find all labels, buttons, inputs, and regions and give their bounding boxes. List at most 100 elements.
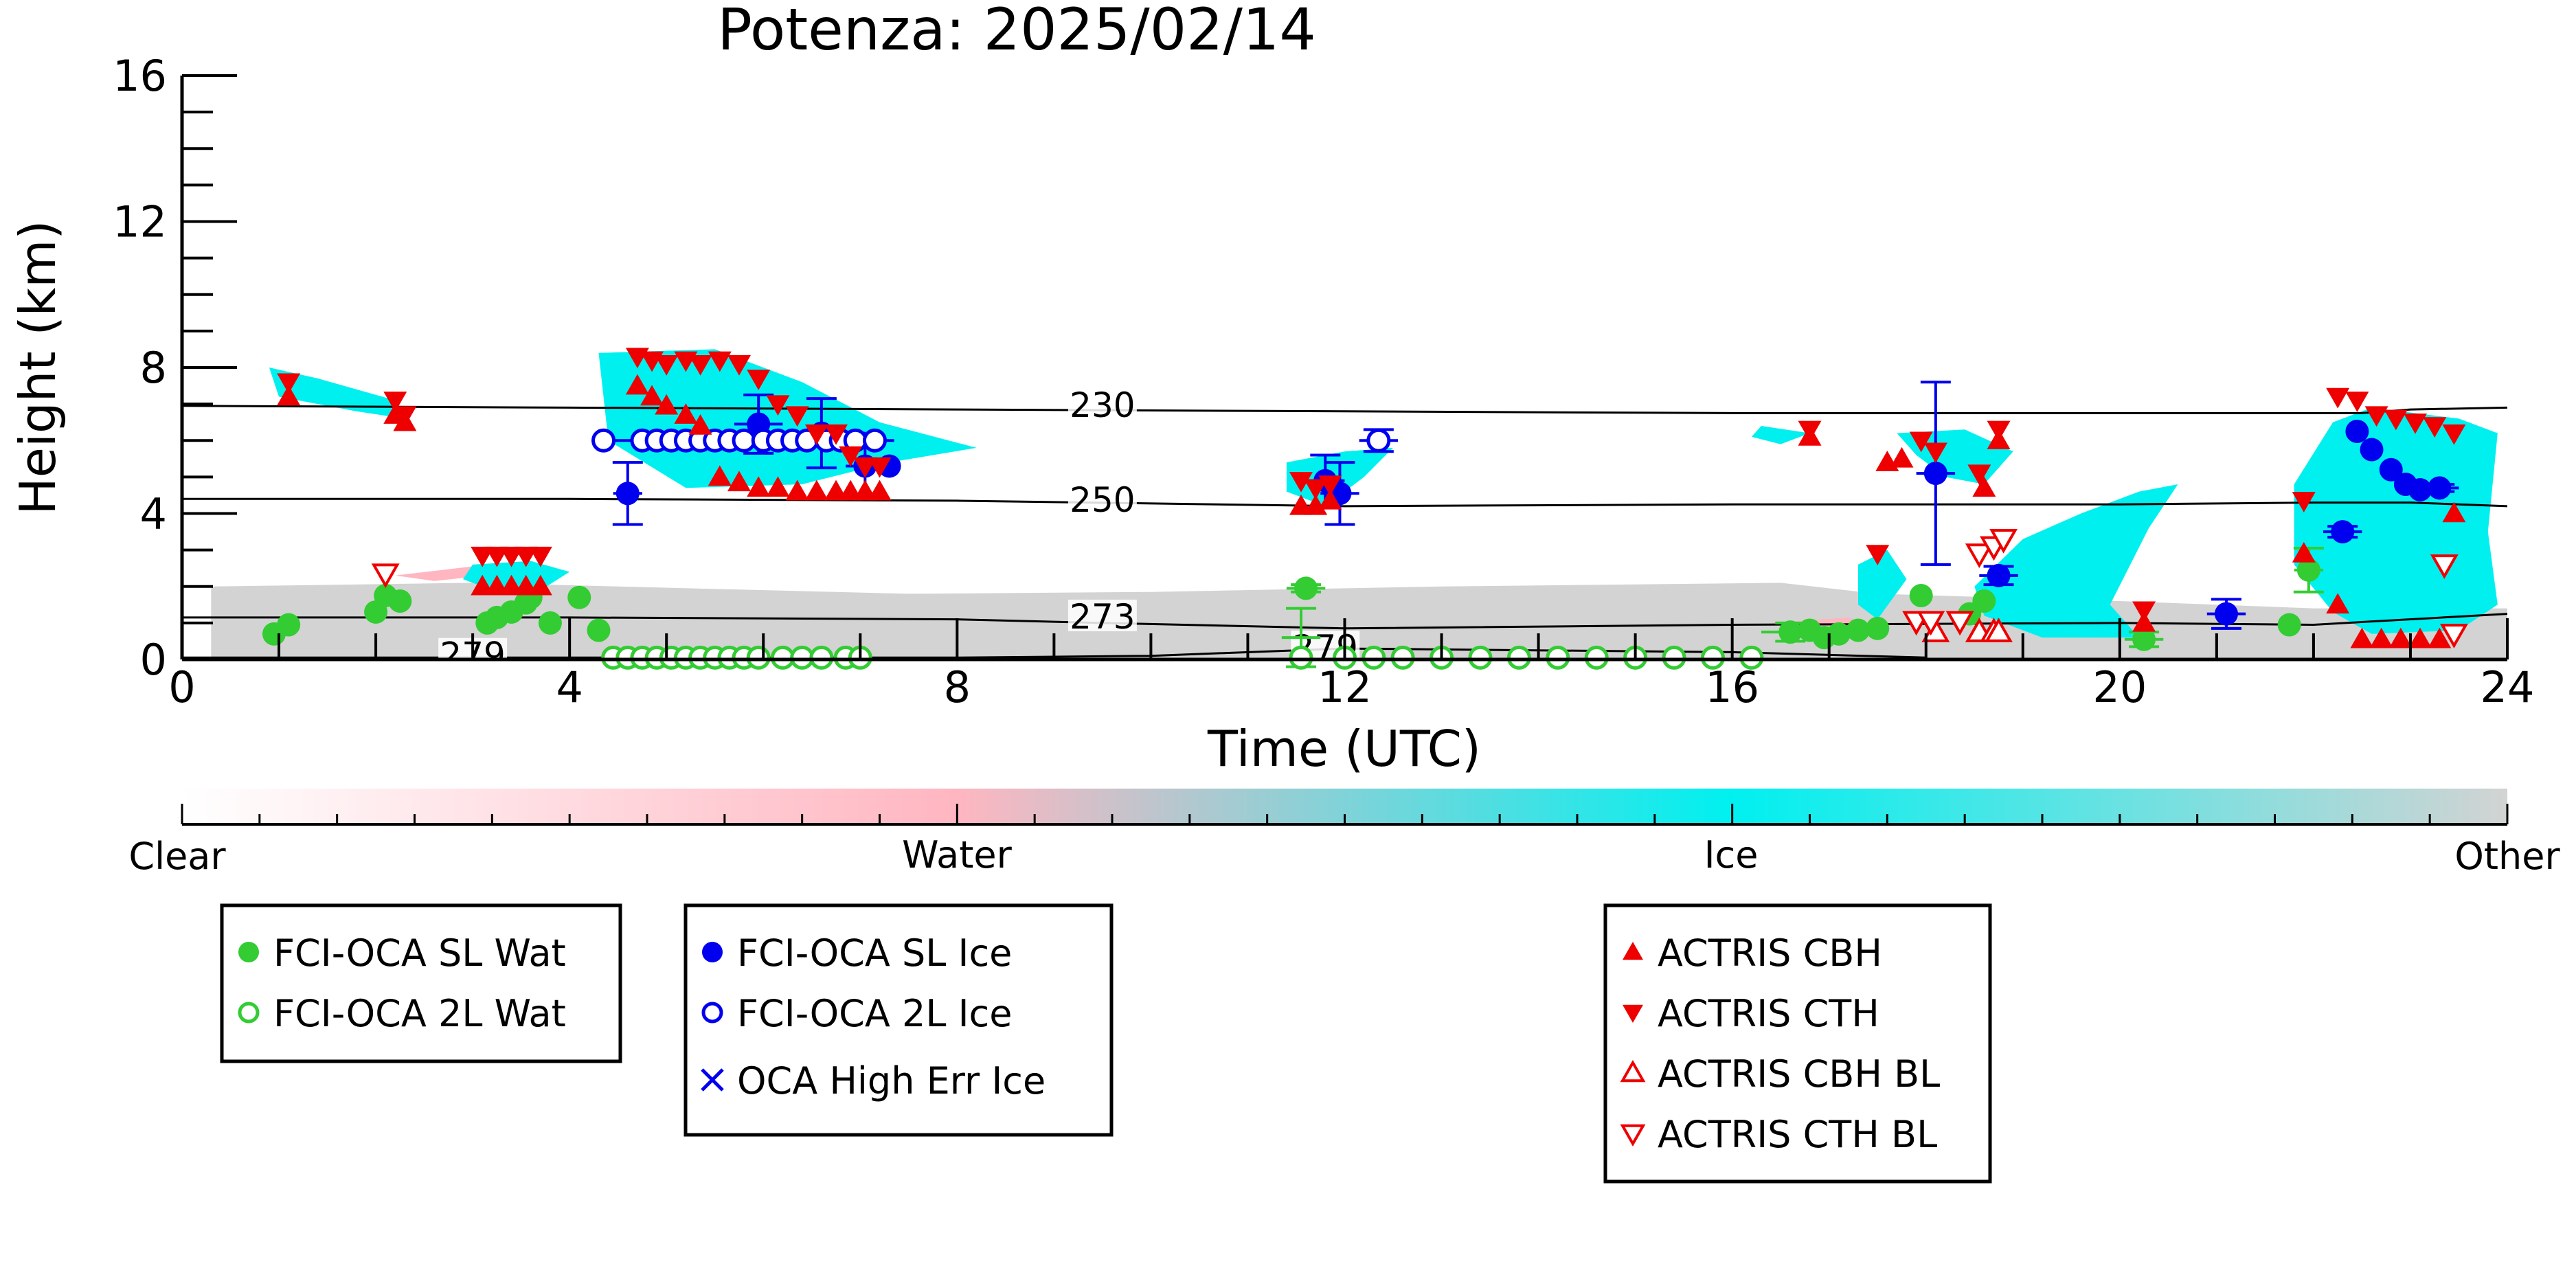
- fci-oca-2l-wat-point-16: [1289, 645, 1313, 670]
- fci-oca-sl-wat-point-18: [1846, 618, 1871, 642]
- chart-title: Potenza: 2025/02/14: [717, 0, 1316, 63]
- actris-cth-point-33: [2292, 492, 2316, 512]
- actris-cth-point-17: [785, 406, 809, 427]
- actris-cth-point-37: [2384, 409, 2408, 431]
- fci-oca-sl-ice-point-15: [2408, 477, 2432, 501]
- fci-oca-sl-wat-point-24: [2277, 613, 2301, 637]
- colorbar-label-other: Other: [2454, 835, 2560, 878]
- fci-oca-sl-wat-point-12: [587, 618, 611, 642]
- x-tick-label-8: 8: [944, 662, 971, 712]
- fci-oca-sl-wat-point-4: [388, 589, 412, 613]
- actris-cbh-point-18: [804, 479, 828, 501]
- fci-oca-sl-ice-point-11: [2345, 419, 2369, 443]
- actris-cbh-point-35: [2369, 627, 2393, 648]
- legend-marker-actris-cbh: [1623, 942, 1643, 960]
- x-tick-label-0: 0: [168, 662, 195, 712]
- fci-oca-sl-ice-point-16: [2428, 476, 2452, 500]
- actris-cth-point-32: [2132, 601, 2156, 622]
- actris-cth-point-22: [868, 457, 892, 478]
- legend-marker-actris-cbh-bl: [1620, 1059, 1646, 1083]
- colorbar: Clear Water Ice Other: [128, 789, 2560, 878]
- actris-cth-bl-point-4: [1965, 543, 1993, 568]
- actris-cbh-point-28: [1890, 447, 1914, 468]
- fci-oca-sl-wat-point-1: [277, 613, 301, 637]
- actris-cbh-point-33: [2326, 593, 2350, 614]
- actris-cth-point-15: [747, 370, 771, 390]
- actris-cbh-point-32: [2292, 541, 2316, 563]
- actris-cth-point-14: [727, 354, 751, 376]
- legend-ice: FCI-OCA SL Ice FCI-OCA 2L Ice OCA High Err…: [683, 903, 1114, 1137]
- colorbar-ticks: [181, 804, 2509, 826]
- actris-cbh-bl-point-3: [1985, 618, 2013, 642]
- contour-line-250: [182, 497, 2507, 508]
- actris-cth-bl-point-8: [2439, 624, 2468, 648]
- actris-cbh-point-7: [528, 574, 552, 596]
- actris-cbh-point-36: [2388, 627, 2413, 648]
- fci-oca-2l-ice-point-17: [1366, 428, 1391, 453]
- fci-oca-2l-wat-point-10: [746, 645, 771, 670]
- contour-line-230: [182, 405, 2507, 414]
- contour-label-0: 230: [1070, 385, 1135, 425]
- legend-marker-fci-oca-sl-ice: [702, 942, 723, 962]
- actris-cth-point-24: [1304, 479, 1328, 500]
- fci-oca-sl-ice-point-13: [2379, 457, 2403, 482]
- legend-actris: ACTRIS CBH ACTRIS CTH ACTRIS CBH BL ACTRIS …: [1603, 903, 1992, 1184]
- actris-cth-point-35: [2345, 392, 2369, 412]
- actris-cth-point-2: [393, 406, 417, 427]
- x-tick-label-16: 16: [1705, 662, 1759, 712]
- fci-oca-2l-wat-point-18: [1362, 645, 1386, 670]
- colorbar-label-clear: Clear: [128, 835, 226, 878]
- legend-label-actris-cth: ACTRIS CTH: [1658, 992, 1879, 1035]
- actris-cth-point-30: [1967, 464, 1991, 486]
- legend-marker-fci-oca-sl-wat: [238, 942, 259, 962]
- actris-cth-point-25: [1318, 475, 1342, 496]
- contour-label-bg-0: [1067, 387, 1137, 420]
- actris-cth-bl-point-6: [1989, 528, 2018, 554]
- actris-cbh-point-10: [655, 394, 679, 415]
- actris-cth-point-13: [708, 351, 732, 372]
- legend-marker-actris-cth: [1623, 1004, 1643, 1023]
- fci-oca-2l-wat-point-13: [809, 645, 834, 670]
- actris-cth-point-1: [383, 392, 407, 412]
- actris-cth-point-23: [1289, 471, 1313, 493]
- y-tick-label-0: 0: [140, 635, 167, 685]
- fci-oca-sl-ice-point-8: [1987, 563, 2011, 587]
- region-cyan-10: [1974, 484, 2178, 638]
- fci-oca-2l-wat-point-19: [1390, 645, 1415, 670]
- actris-cth-point-29: [1923, 442, 1947, 464]
- actris-cbh-point-17: [785, 479, 809, 501]
- legend-label-actris-cbh-bl: ACTRIS CBH BL: [1658, 1052, 1940, 1096]
- actris-cbh-point-37: [2408, 627, 2432, 648]
- legend-label-fci-oca-sl-ice: FCI-OCA SL Ice: [737, 931, 1012, 975]
- actris-cth-point-20: [839, 446, 863, 467]
- actris-cth-point-39: [2423, 417, 2447, 438]
- legend-label-actris-cth-bl: ACTRIS CTH BL: [1658, 1113, 1937, 1156]
- fci-oca-2l-ice-point-16: [862, 428, 887, 453]
- fci-oca-sl-wat-point-10: [538, 611, 562, 635]
- actris-cbh-point-13: [708, 465, 732, 486]
- legend-marker-fci-oca-2l-wat: [238, 1002, 260, 1024]
- x-tick-label-24: 24: [2481, 662, 2535, 712]
- actris-cbh-point-9: [640, 385, 664, 406]
- x-tick-label-4: 4: [556, 662, 583, 712]
- legend-water: FCI-OCA SL Wat FCI-OCA 2L Wat: [220, 903, 622, 1063]
- fci-oca-2l-ice-point-0: [591, 428, 616, 453]
- x-stroke-b: [701, 1068, 724, 1092]
- legend-label-oca-high-err-ice: OCA High Err Ice: [737, 1059, 1046, 1103]
- contour-label-bg-2: [1067, 599, 1137, 631]
- actris-cth-bl-point-0: [371, 563, 400, 589]
- actris-cbh-point-38: [2428, 627, 2452, 648]
- actris-cth-point-26: [1798, 420, 1822, 442]
- actris-cth-point-19: [824, 424, 848, 445]
- actris-cth-bl-point-2: [1917, 611, 1945, 636]
- region-cyan-7: [1751, 426, 1810, 444]
- y-tick-label-8: 8: [140, 343, 167, 393]
- legend-label-fci-oca-2l-ice: FCI-OCA 2L Ice: [737, 992, 1012, 1035]
- region-cyan-11: [2294, 407, 2498, 634]
- actris-cbh-point-8: [625, 374, 649, 395]
- legend-marker-actris-cth-bl: [1620, 1124, 1646, 1147]
- contour-label-bg-1: [1067, 482, 1137, 515]
- fci-oca-2l-wat-point-24: [1584, 645, 1609, 670]
